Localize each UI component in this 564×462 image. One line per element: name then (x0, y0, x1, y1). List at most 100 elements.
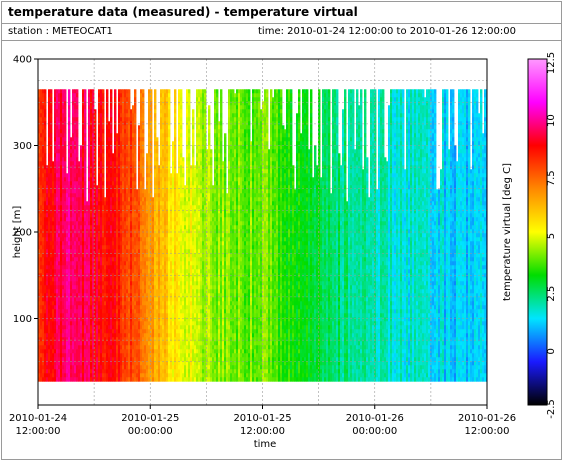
heatmap-cell (44, 161, 46, 165)
heatmap-cell (102, 165, 104, 169)
heatmap-cell (168, 97, 170, 101)
heatmap-cell (134, 145, 136, 149)
heatmap-cell (64, 137, 66, 141)
heatmap-cell (180, 149, 182, 153)
heatmap-cell (180, 125, 182, 129)
heatmap-cell (76, 113, 78, 117)
heatmap-cell (102, 153, 104, 157)
heatmap-cell (102, 89, 104, 93)
heatmap-cell (114, 109, 116, 113)
heatmap-cells (38, 89, 488, 381)
heatmap-cell (68, 101, 70, 105)
heatmap-cell (50, 145, 52, 149)
heatmap-cell (180, 133, 182, 137)
heatmap-cell (68, 129, 70, 133)
heatmap-cell (44, 93, 46, 97)
heatmap-cell (168, 161, 170, 165)
heatmap-cell (106, 117, 108, 121)
heatmap-cell (114, 101, 116, 105)
heatmap-cell (174, 153, 176, 157)
heatmap-cell (76, 101, 78, 105)
heatmap-cell (134, 97, 136, 101)
heatmap-cell (50, 97, 52, 101)
heatmap-cell (134, 161, 136, 165)
heatmap-cell (84, 97, 86, 101)
heatmap-cell (182, 161, 184, 165)
heatmap-cell (68, 121, 70, 125)
heatmap-cell (110, 121, 112, 125)
heatmap-cell (174, 121, 176, 125)
heatmap-cell (134, 157, 136, 161)
heatmap-cell (180, 93, 182, 97)
heatmap-cell (102, 125, 104, 129)
heatmap-cell (174, 113, 176, 117)
heatmap-cell (168, 165, 170, 169)
heatmap-cell (142, 117, 144, 121)
heatmap-cell (64, 125, 66, 129)
heatmap-cell (102, 133, 104, 137)
heatmap-cell (174, 117, 176, 121)
heatmap-cell (64, 145, 66, 149)
heatmap-cell (102, 157, 104, 161)
heatmap-cell (44, 97, 46, 101)
heatmap-cell (64, 121, 66, 125)
heatmap-cell (102, 113, 104, 117)
heatmap-cell (102, 121, 104, 125)
heatmap-cell (174, 165, 176, 169)
heatmap-cell (114, 105, 116, 109)
heatmap-cell (44, 141, 46, 145)
heatmap-cell (142, 169, 144, 173)
heatmap-cell (64, 169, 66, 173)
heatmap-cell (50, 157, 52, 161)
heatmap-cell (142, 157, 144, 161)
heatmap-cell (174, 133, 176, 137)
heatmap-cell (64, 105, 66, 109)
heatmap-cell (84, 181, 86, 185)
heatmap-cell (156, 161, 158, 165)
heatmap-cell (168, 125, 170, 129)
heatmap-cell (134, 109, 136, 113)
heatmap-cell (114, 117, 116, 121)
heatmap-cell (142, 137, 144, 141)
heatmap-cell (174, 169, 176, 173)
heatmap-cell (44, 157, 46, 161)
heatmap-cell (84, 137, 86, 141)
heatmap-cell (76, 133, 78, 137)
heatmap-cell (182, 177, 184, 181)
heatmap-cell (110, 117, 112, 121)
heatmap-cell (168, 101, 170, 105)
heatmap-cell (168, 93, 170, 97)
heatmap-cell (168, 149, 170, 153)
heatmap-cell (142, 89, 144, 93)
heatmap-cell (106, 101, 108, 105)
heatmap-cell (84, 113, 86, 117)
heatmap-cell (76, 125, 78, 129)
heatmap-cell (156, 153, 158, 157)
heatmap-cell (76, 145, 78, 149)
heatmap-cell (102, 129, 104, 133)
heatmap-cell (168, 117, 170, 121)
heatmap-cell (102, 161, 104, 165)
heatmap-cell (102, 109, 104, 113)
heatmap-cell (154, 125, 156, 129)
heatmap-cell (84, 105, 86, 109)
heatmap-cell (64, 97, 66, 101)
heatmap-cell (134, 181, 136, 185)
heatmap-cell (68, 93, 70, 97)
heatmap-cell (106, 113, 108, 117)
heatmap-cell (50, 101, 52, 105)
heatmap-cell (102, 97, 104, 101)
heatmap-cell (142, 133, 144, 137)
heatmap-cell (84, 129, 86, 133)
heatmap-cell (128, 101, 130, 105)
heatmap-cell (168, 105, 170, 109)
heatmap-cell (64, 129, 66, 133)
heatmap-cell (174, 105, 176, 109)
heatmap-cell (44, 137, 46, 141)
heatmap-cell (50, 149, 52, 153)
heatmap-cell (50, 141, 52, 145)
heatmap-cell (128, 97, 130, 101)
heatmap-cell (174, 137, 176, 141)
heatmap-cell (128, 93, 130, 97)
heatmap-cell (64, 165, 66, 169)
